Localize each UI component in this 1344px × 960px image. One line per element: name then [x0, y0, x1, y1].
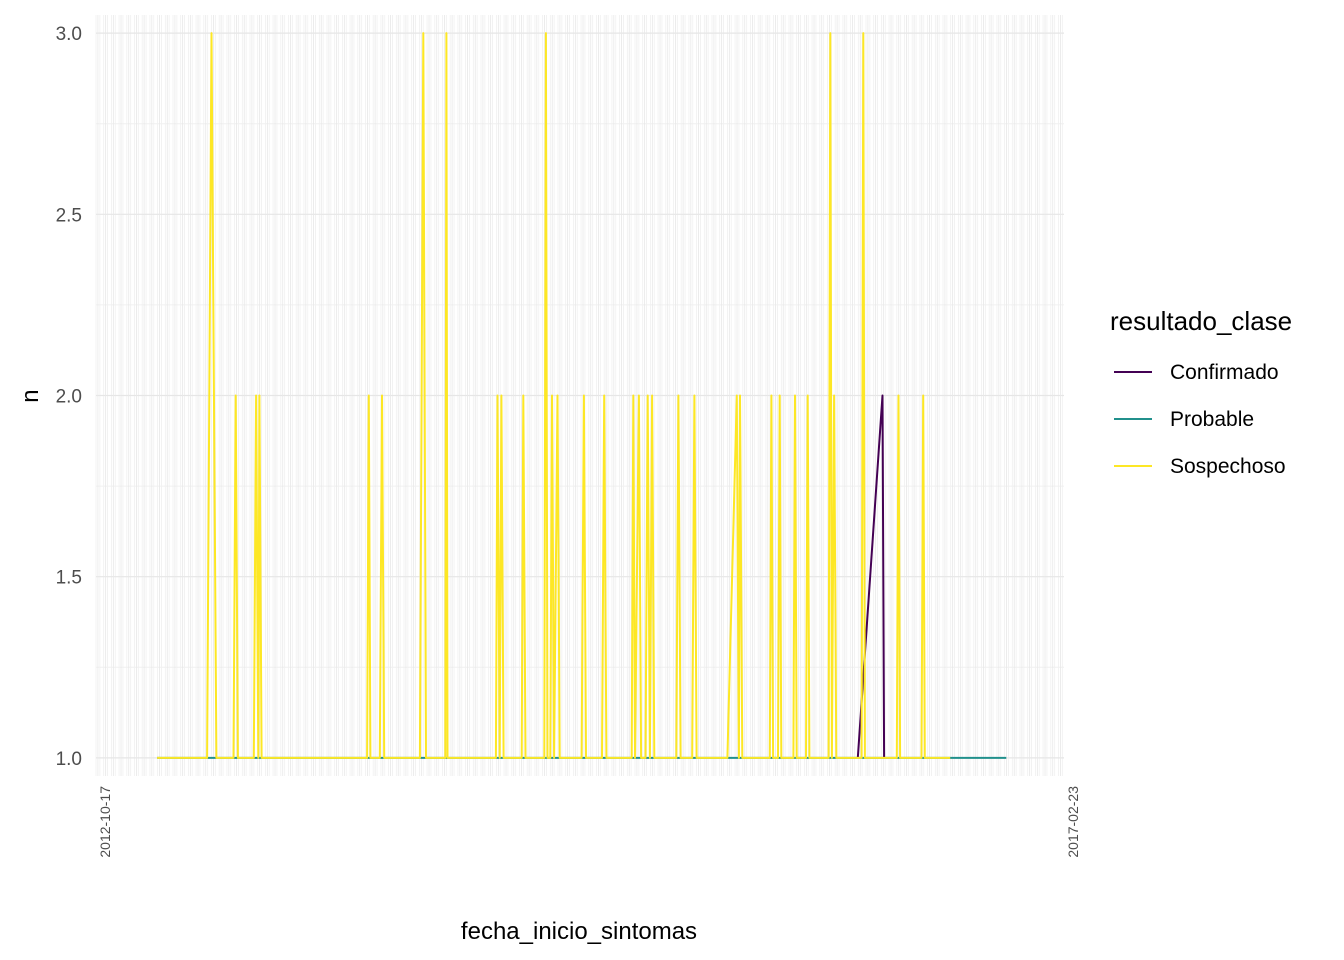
y-tick-label: 2.0 [56, 387, 82, 408]
legend-title: resultado_clase [1110, 306, 1292, 336]
y-axis-title: n [17, 389, 44, 402]
y-tick-labels: 1.0 1.5 2.0 2.5 3.0 [56, 24, 82, 770]
x-tick-labels: 2012-10-17 2017-02-23 [97, 786, 1081, 858]
series-line-confirmado [856, 394, 886, 758]
legend: resultado_clase Confirmado Probable Sospec… [1110, 306, 1292, 478]
y-tick-label: 1.0 [56, 749, 82, 770]
x-axis-title: fecha_inicio_sintomas [461, 918, 697, 945]
legend-items: Confirmado Probable Sospechoso [1114, 361, 1286, 478]
series-lines [157, 32, 1007, 759]
y-tick-label: 3.0 [56, 24, 82, 45]
y-tick-label: 1.5 [56, 568, 82, 589]
y-tick-label: 2.5 [56, 205, 82, 226]
major-gridlines [96, 15, 1064, 776]
series-line-sospechoso [157, 32, 951, 759]
legend-label-probable: Probable [1170, 408, 1254, 431]
legend-label-confirmado: Confirmado [1170, 361, 1279, 384]
legend-label-sospechoso: Sospechoso [1170, 455, 1286, 478]
x-tick-label: 2012-10-17 [97, 786, 113, 858]
x-tick-label: 2017-02-23 [1065, 786, 1081, 858]
